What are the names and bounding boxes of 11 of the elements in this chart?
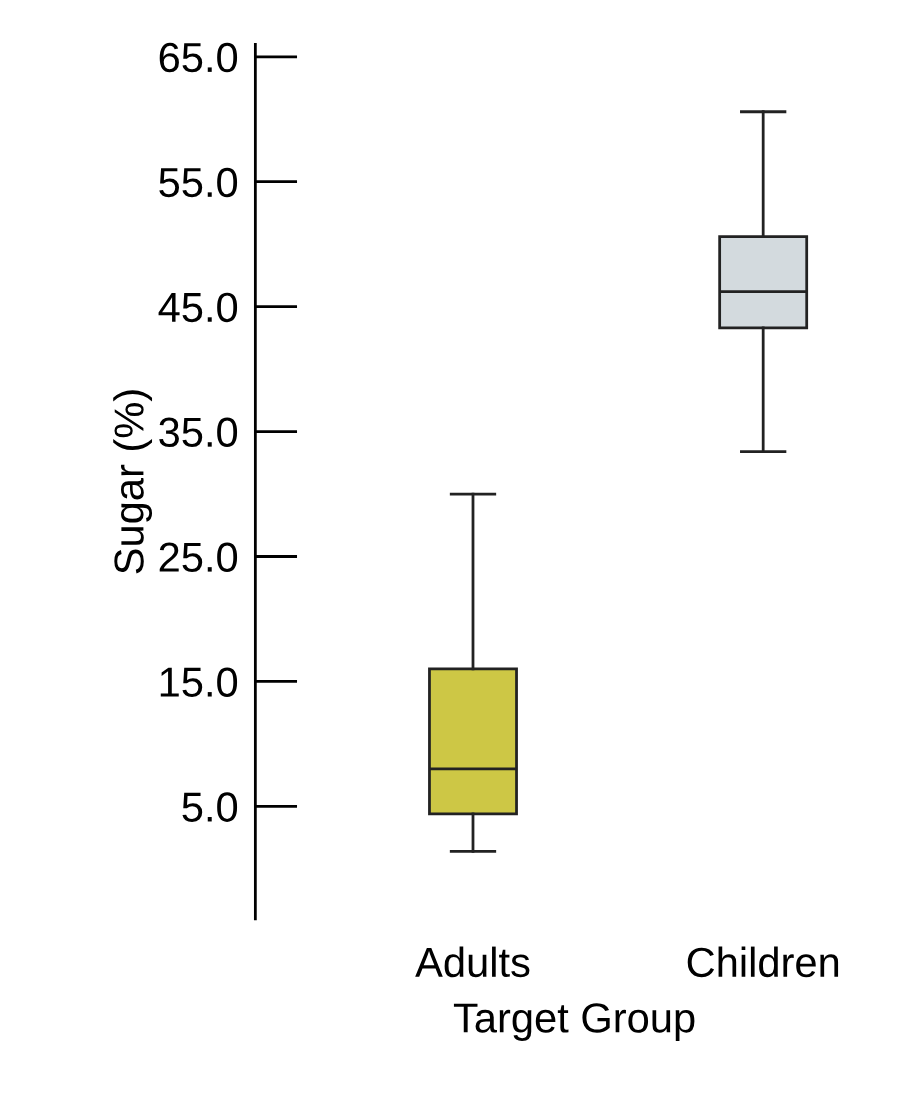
y-tick-label: 65.0 — [159, 42, 238, 73]
y-tick-label: 25.0 — [159, 542, 238, 573]
y-tick-label: 55.0 — [159, 167, 238, 198]
x-tick-label: Children — [687, 946, 839, 978]
x-tick-label: Adults — [415, 946, 530, 978]
y-tick-label: 15.0 — [160, 667, 238, 697]
x-axis-title: Target Group — [453, 1003, 695, 1041]
y-axis-title: Sugar (%) — [113, 390, 153, 574]
y-tick-label: 5.0 — [182, 792, 238, 822]
y-tick-label: 45.0 — [158, 292, 238, 323]
y-tick-label: 35.0 — [159, 417, 238, 448]
